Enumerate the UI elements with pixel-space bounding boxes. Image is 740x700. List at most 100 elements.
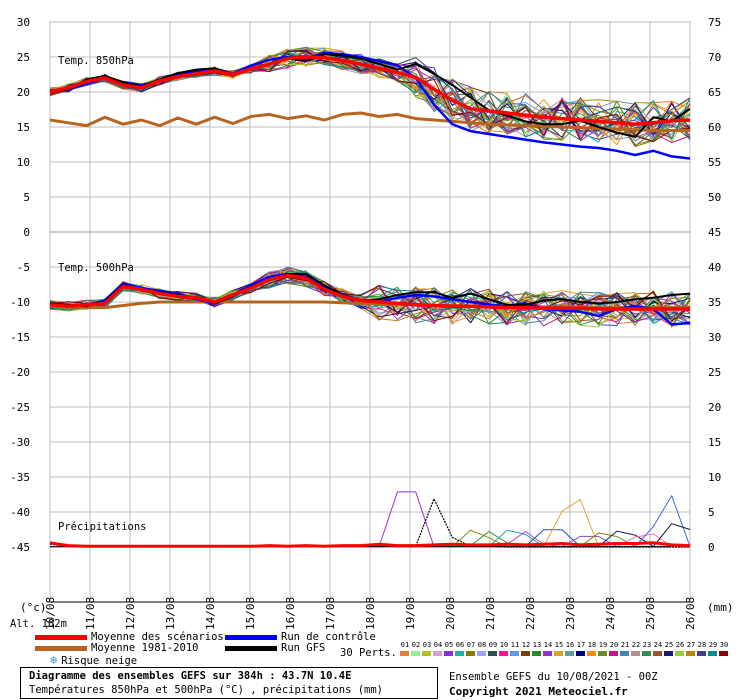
pert-color-swatch (631, 651, 640, 656)
pert-number: 02 (411, 641, 421, 649)
pert-color-swatch (411, 651, 420, 656)
pert-number: 13 (532, 641, 542, 649)
y-left-tick-label: 20 (17, 86, 30, 99)
x-tick-label: 25/08 (644, 597, 657, 630)
pert-color-swatch (576, 651, 585, 656)
panel-label-precip: Précipitations (58, 521, 147, 533)
y-right-tick-label: 70 (708, 51, 721, 64)
info-box: Diagramme des ensembles GEFS sur 384h : … (20, 667, 438, 699)
pert-number: 19 (598, 641, 608, 649)
pert-color-swatch (587, 651, 596, 656)
pert-color-swatch (466, 651, 475, 656)
legend-mean-label: Moyenne des scénarios (91, 631, 224, 643)
pert-number: 01 (400, 641, 410, 649)
pert-number: 20 (609, 641, 619, 649)
y-right-tick-label: 65 (708, 86, 721, 99)
y-right-tick-label: 50 (708, 191, 721, 204)
x-tick-label: 14/08 (204, 597, 217, 630)
info-subtitle: Températures 850hPa et 500hPa (°C) , pré… (29, 684, 384, 696)
y-left-tick-label: 15 (17, 121, 30, 134)
clim-850-line (49, 111, 690, 132)
altitude-label: Alt. 102m (10, 618, 67, 630)
legend-snow: ❄ Risque neige (50, 653, 137, 667)
y-right-tick-label: 5 (708, 506, 715, 519)
pert-color-swatch (565, 651, 574, 656)
pert-color-swatch (455, 651, 464, 656)
y-right-tick-label: 75 (708, 16, 721, 29)
legend-clim-swatch (35, 645, 87, 651)
x-tick-label: 17/08 (324, 597, 337, 630)
pert-number: 18 (587, 641, 597, 649)
pert-number: 25 (664, 641, 674, 649)
pert-number: 29 (708, 641, 718, 649)
pert-number: 08 (477, 641, 487, 649)
pert-number: 17 (576, 641, 586, 649)
pert-color-swatch (543, 651, 552, 656)
x-tick-label: 12/08 (124, 597, 137, 630)
pert-color-swatch (675, 651, 684, 656)
x-tick-label: 20/08 (444, 597, 457, 630)
x-unit-right: (mm) (707, 601, 734, 614)
x-tick-label: 15/08 (244, 597, 257, 630)
legend-control: Run de contrôle (225, 631, 376, 643)
pert-number: 09 (488, 641, 498, 649)
pert-color-swatch (554, 651, 563, 656)
pert-number: 03 (422, 641, 432, 649)
panel-label-t850: Temp. 850hPa (58, 55, 134, 67)
y-right-tick-label: 0 (708, 541, 715, 554)
x-tick-label: 19/08 (404, 597, 417, 630)
pert-number: 27 (686, 641, 696, 649)
run-info: Ensemble GEFS du 10/08/2021 - 00Z (449, 671, 658, 683)
pert-number: 05 (444, 641, 454, 649)
y-left-tick-label: 0 (23, 226, 30, 239)
y-left-tick-label: -20 (10, 366, 30, 379)
x-tick-label: 10/08 (44, 597, 57, 630)
pert-number: 15 (554, 641, 564, 649)
pert-number: 24 (653, 641, 663, 649)
y-left-tick-label: -35 (10, 471, 30, 484)
series-layer (49, 46, 691, 548)
legend-mean-swatch (35, 634, 87, 640)
pert-color-swatch (510, 651, 519, 656)
mean-precip-line (49, 541, 691, 548)
y-right-tick-label: 15 (708, 436, 721, 449)
pert-color-swatch (708, 651, 717, 656)
ensemble-member-500 (49, 276, 691, 324)
legend-control-swatch (225, 634, 277, 640)
pert-number: 16 (565, 641, 575, 649)
y-left-tick-label: -25 (10, 401, 30, 414)
pert-number: 21 (620, 641, 630, 649)
y-right-tick-label: 30 (708, 331, 721, 344)
legend-snow-label: Risque neige (61, 655, 138, 667)
legend-clim-label: Moyenne 1981-2010 (91, 642, 199, 654)
pert-color-swatch (400, 651, 409, 656)
pert-color-swatch (620, 651, 629, 656)
pert-number: 10 (499, 641, 509, 649)
snowflake-icon: ❄ (50, 653, 58, 667)
pert-number: 04 (433, 641, 443, 649)
pert-number: 30 (719, 641, 729, 649)
y-right-tick-label: 55 (708, 156, 721, 169)
y-right-tick-label: 45 (708, 226, 721, 239)
copyright: Copyright 2021 Meteociel.fr (449, 685, 628, 698)
pert-number: 06 (455, 641, 465, 649)
y-right-tick-label: 20 (708, 401, 721, 414)
y-left-tick-label: 10 (17, 156, 30, 169)
pert-color-swatch (532, 651, 541, 656)
pert-color-swatch (697, 651, 706, 656)
x-tick-label: 21/08 (484, 597, 497, 630)
x-unit-left: (°c) (20, 601, 47, 614)
y-left-tick-label: -5 (17, 261, 30, 274)
perturbations-label: 30 Perts. (340, 647, 397, 659)
y-left-tick-label: -40 (10, 506, 30, 519)
y-right-tick-label: 40 (708, 261, 721, 274)
pert-number: 28 (697, 641, 707, 649)
y-left-tick-label: 5 (23, 191, 30, 204)
x-tick-label: 16/08 (284, 597, 297, 630)
pert-color-swatch (719, 651, 728, 656)
pert-color-swatch (642, 651, 651, 656)
x-tick-label: 13/08 (164, 597, 177, 630)
pert-number: 22 (631, 641, 641, 649)
y-right-tick-label: 60 (708, 121, 721, 134)
